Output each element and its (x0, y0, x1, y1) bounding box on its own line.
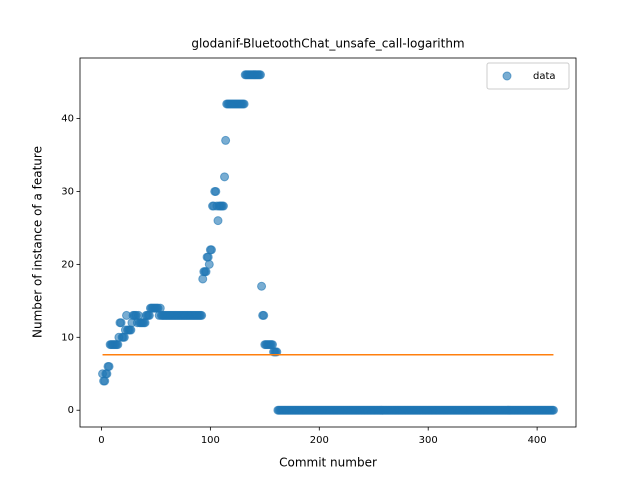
data-point (100, 376, 110, 386)
data-point (203, 252, 213, 262)
data-point (239, 99, 249, 109)
data-point (221, 135, 231, 145)
data-point (213, 216, 223, 226)
data-point (198, 274, 208, 284)
legend-label: data (533, 71, 556, 82)
data-point (133, 310, 143, 320)
y-tick-label: 30 (61, 186, 74, 197)
y-tick-label: 0 (68, 405, 74, 416)
x-tick-label: 200 (310, 435, 329, 446)
data-point (102, 369, 112, 379)
data-point (116, 318, 126, 328)
data-point (211, 186, 221, 196)
data-point (548, 405, 558, 415)
x-tick-label: 400 (528, 435, 547, 446)
y-axis-label: Number of instance of a feature (31, 146, 45, 338)
data-point (126, 325, 136, 335)
y-tick-label: 40 (61, 114, 74, 125)
axes-frame (79, 57, 577, 428)
data-point (220, 172, 230, 182)
data-point (272, 347, 282, 357)
x-tick-label: 0 (98, 435, 104, 446)
data-point (119, 332, 129, 342)
y-tick-label: 20 (61, 259, 74, 270)
data-point (255, 70, 265, 80)
x-tick-label: 300 (419, 435, 438, 446)
x-tick-label: 100 (201, 435, 220, 446)
data-point (218, 201, 228, 211)
data-point (144, 310, 154, 320)
legend-box (486, 62, 570, 90)
chart-title: glodanif-BluetoothChat_unsafe_call-logar… (191, 37, 464, 51)
data-point (155, 303, 165, 313)
data-point (204, 259, 214, 269)
y-tick-label: 10 (61, 332, 74, 343)
data-point (257, 281, 267, 291)
data-point (104, 361, 114, 371)
data-point (113, 340, 123, 350)
data-point (259, 310, 269, 320)
data-point (140, 318, 150, 328)
data-point (197, 310, 207, 320)
x-axis-label: Commit number (279, 456, 377, 470)
data-point (267, 340, 277, 350)
legend-marker (502, 71, 512, 81)
data-point (206, 245, 216, 255)
data-point (201, 267, 211, 277)
